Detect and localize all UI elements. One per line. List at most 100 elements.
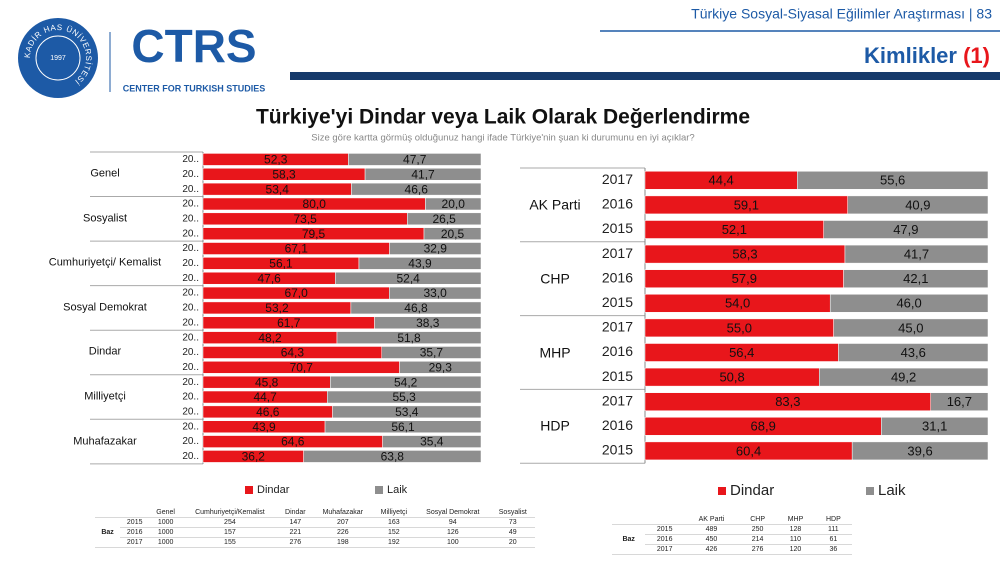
- value-label: 31,1: [922, 419, 947, 434]
- table-row: 2017 1000 155 276 198 192 100 20: [95, 537, 535, 548]
- bar-segment: [332, 405, 482, 419]
- value-label: 46,0: [896, 296, 921, 311]
- table-cell: 61: [814, 534, 852, 545]
- bar-segment: [364, 168, 482, 181]
- bar-segment: [833, 318, 989, 338]
- y-tick-label: 20..: [182, 154, 199, 165]
- value-label: 36,2: [242, 450, 266, 464]
- group-label: CHP: [540, 270, 570, 287]
- table-cell: 450: [683, 534, 739, 545]
- table-cell: 94: [415, 517, 491, 528]
- section-title: Kimlikler (1): [864, 43, 990, 68]
- row-group-label: Baz: [612, 524, 646, 555]
- value-label: 64,3: [281, 346, 305, 360]
- value-label: 68,9: [751, 419, 776, 434]
- y-tick-label: 2016: [602, 196, 633, 212]
- table-cell: 276: [739, 544, 777, 555]
- column-header: Milliyetçi: [372, 508, 416, 518]
- table-cell: 2015: [120, 517, 150, 528]
- bar-segment: [823, 220, 989, 239]
- value-label: 79,5: [302, 227, 326, 241]
- table-cell: 111: [814, 524, 852, 535]
- value-label: 52,4: [396, 271, 420, 285]
- table-cell: 207: [312, 517, 373, 528]
- bar-segment: [335, 271, 482, 285]
- logo-subtitle: CENTER FOR TURKISH STUDIES: [123, 83, 266, 93]
- table-cell: 100: [415, 537, 491, 548]
- table-cell: [645, 515, 684, 525]
- group-label: Sosyal Demokrat: [63, 301, 147, 314]
- value-label: 67,1: [285, 242, 309, 256]
- value-label: 56,1: [391, 420, 415, 434]
- bar-segment: [851, 441, 989, 461]
- value-label: 35,4: [420, 435, 444, 449]
- column-header: Sosyalist: [490, 508, 535, 518]
- table-cell: 49: [490, 527, 535, 538]
- value-label: 63,8: [381, 450, 405, 464]
- y-tick-label: 2015: [602, 294, 633, 310]
- base-table-right: AK Parti CHP MHP HDP Baz 2015 489 250 128 111 2016…: [612, 515, 852, 555]
- value-label: 55,0: [727, 320, 752, 335]
- value-label: 55,6: [880, 173, 905, 188]
- table-header-row: AK Parti CHP MHP HDP: [612, 515, 852, 525]
- bar-segment: [348, 153, 482, 166]
- value-label: 43,6: [901, 345, 926, 360]
- bar-segment: [389, 286, 482, 300]
- column-header: Genel: [149, 508, 183, 518]
- legend-label: Laik: [387, 484, 408, 496]
- row-group-label: Baz: [95, 517, 121, 548]
- value-label: 49,2: [891, 370, 916, 385]
- column-header: MHP: [776, 515, 815, 525]
- bar-segment: [381, 346, 482, 359]
- y-tick-label: 20..: [182, 184, 199, 195]
- table-header-row: Genel Cumhuriyetçi/Kemalist Dindar Muhafaza…: [95, 508, 535, 518]
- bar-segment: [374, 316, 482, 330]
- y-tick-label: 2016: [602, 417, 633, 433]
- table-cell: 147: [277, 517, 313, 528]
- y-tick-label: 2017: [602, 392, 633, 408]
- bar-segment: [324, 420, 482, 433]
- column-header: Muhafazakar: [312, 508, 373, 518]
- report-title: Türkiye Sosyal-Siyasal Eğilimler Araştır…: [691, 6, 992, 22]
- table-cell: 157: [182, 527, 278, 538]
- table-cell: 192: [372, 537, 416, 548]
- table-row: 2016 1000 157 221 226 152 126 49: [95, 527, 535, 538]
- table-cell: 152: [372, 527, 416, 538]
- value-label: 83,3: [775, 394, 800, 409]
- value-label: 45,8: [255, 375, 279, 389]
- y-tick-label: 20..: [182, 436, 199, 447]
- value-label: 51,8: [397, 331, 421, 345]
- value-label: 41,7: [904, 247, 929, 262]
- bar-segment: [327, 390, 482, 404]
- value-label: 61,7: [277, 316, 301, 330]
- table-cell: 120: [776, 544, 815, 555]
- group-label: Dindar: [88, 345, 122, 358]
- value-label: 53,2: [265, 301, 289, 315]
- bar-segment: [358, 257, 482, 270]
- y-tick-label: 2016: [602, 269, 633, 285]
- group-label: Milliyetçi: [84, 390, 126, 403]
- bar-segment: [425, 197, 482, 211]
- table-cell: 20: [490, 537, 535, 548]
- y-tick-label: 20..: [182, 407, 199, 418]
- value-label: 59,1: [734, 197, 759, 212]
- table-cell: 2015: [645, 524, 684, 535]
- table-cell: 2017: [645, 544, 684, 555]
- y-tick-label: 20..: [182, 332, 199, 343]
- y-tick-label: 2015: [602, 368, 633, 384]
- logo: CTRS: [131, 20, 256, 72]
- group-label: Genel: [90, 167, 120, 180]
- bar-segment: [351, 182, 482, 196]
- value-label: 42,1: [903, 271, 928, 286]
- value-label: 41,7: [411, 167, 435, 181]
- value-label: 38,3: [416, 316, 440, 330]
- legend-label: Laik: [878, 482, 906, 499]
- table-cell: 226: [312, 527, 373, 538]
- group-label: AK Parti: [529, 196, 581, 213]
- section-number: (1): [963, 43, 990, 68]
- bar-segment: [844, 244, 989, 264]
- y-tick-label: 2015: [602, 442, 633, 458]
- seal-ring: [35, 35, 81, 81]
- value-label: 20,0: [442, 197, 466, 211]
- table-cell: 2017: [120, 537, 150, 548]
